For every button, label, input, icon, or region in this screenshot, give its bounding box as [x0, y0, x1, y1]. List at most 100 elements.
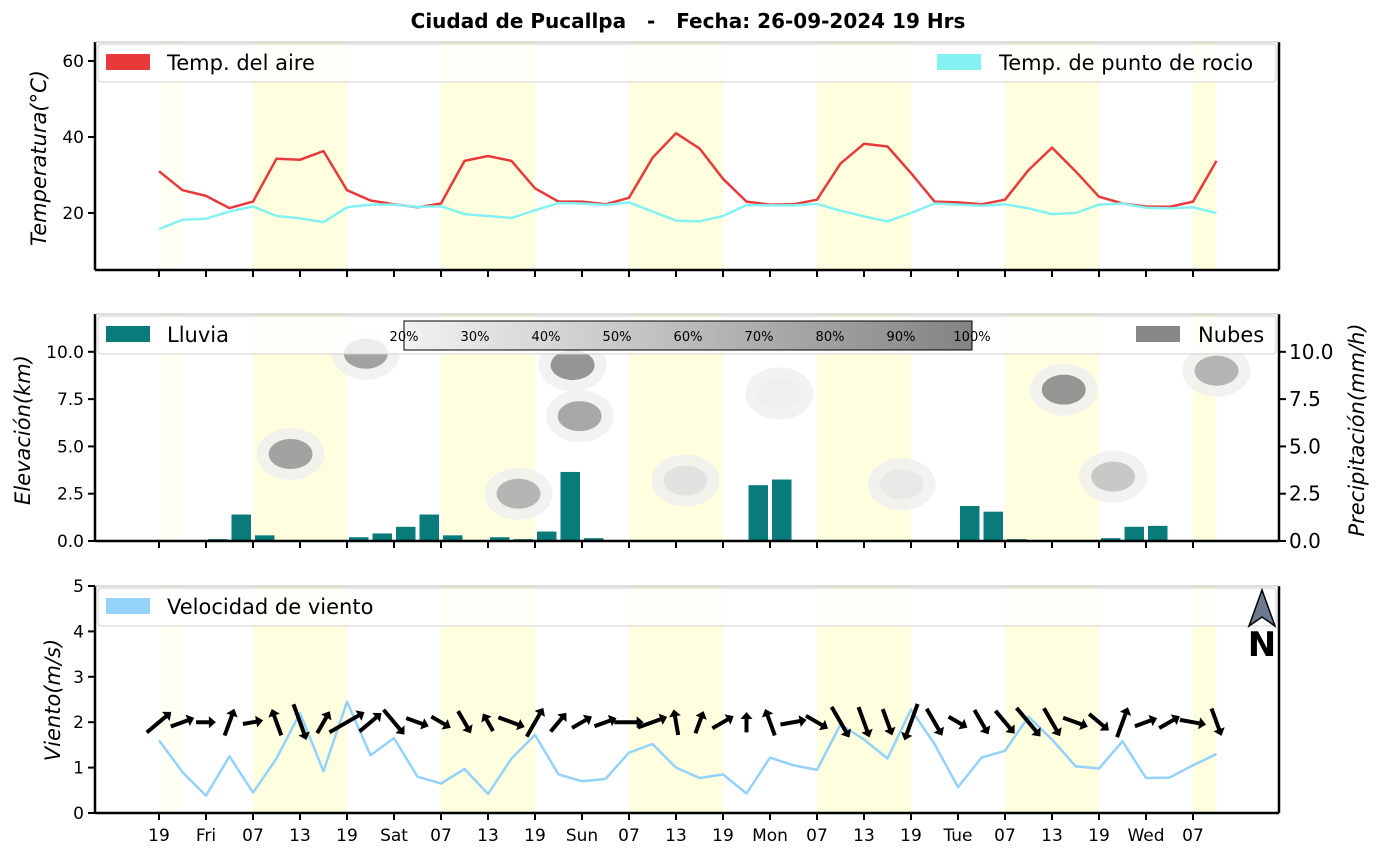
- wind-arrow: [761, 708, 777, 737]
- wind-axis-label: Viento(m/s): [41, 639, 65, 761]
- temperature-legend: Temp. del aire Temp. de punto de rocio: [97, 43, 1277, 83]
- x-tick-label: 07: [430, 826, 452, 846]
- wind-arrow: [1042, 707, 1062, 737]
- x-tick-label: 19: [148, 826, 170, 846]
- cloud-area: [550, 350, 595, 381]
- legend-swatch-wind: [106, 598, 150, 614]
- wind-arrow: [196, 716, 216, 729]
- colorbar-label: 20%: [390, 330, 419, 345]
- north-label: N: [1248, 625, 1276, 665]
- x-tick-label: Tue: [942, 826, 972, 846]
- axes: 0 1 2 3 4 5: [73, 577, 1281, 824]
- wind-arrow: [1209, 707, 1225, 736]
- y-tick-label-right: 2.5: [1289, 482, 1321, 506]
- wind-arrow: [947, 715, 968, 730]
- x-tick-label: Mon: [752, 826, 788, 846]
- x-tick-label: 07: [806, 826, 828, 846]
- wind-arrow: [145, 711, 172, 735]
- y-tick-label: 0: [73, 804, 84, 824]
- rain-bar: [349, 537, 369, 541]
- y-tick-label: 4: [73, 622, 84, 642]
- wind-arrow: [268, 709, 284, 737]
- x-tick-label: 07: [242, 826, 264, 846]
- rain-bar: [1124, 526, 1144, 541]
- rain-bar: [443, 535, 463, 541]
- wind-arrow: [740, 712, 753, 733]
- rain-bar: [372, 533, 392, 541]
- legend-swatch-rain: [106, 326, 150, 342]
- colorbar-ramp: [403, 320, 973, 351]
- x-tick-label: 13: [665, 826, 687, 846]
- y-tick-label-right: 5.0: [1289, 434, 1321, 458]
- temp-air-line: [158, 131, 1218, 210]
- cloud-area: [1194, 355, 1239, 386]
- elevation-axis-label: Elevación(km): [11, 355, 35, 505]
- legend-swatch-temp-air: [106, 54, 150, 70]
- x-tick-label: 19: [900, 826, 922, 846]
- cloud-area: [496, 478, 541, 509]
- wind-arrow: [222, 708, 238, 737]
- wind-arrow: [524, 707, 545, 738]
- y-tick-label: 60: [62, 52, 84, 72]
- y-tick-label-right: 0.0: [1289, 529, 1321, 553]
- x-tick-label: 13: [289, 826, 311, 846]
- wind-arrow: [291, 703, 310, 741]
- wind-arrow: [382, 708, 405, 735]
- legend-label-clouds: Nubes: [1198, 323, 1264, 347]
- x-tick-label: Fri: [196, 826, 216, 846]
- wind-arrow: [170, 714, 195, 729]
- x-tick-label: 07: [994, 826, 1016, 846]
- x-tick-label: 19: [336, 826, 358, 846]
- wind-arrow: [571, 714, 592, 730]
- x-tick-label: Sat: [380, 826, 408, 846]
- wind-arrow: [829, 705, 852, 738]
- wind-arrow: [1115, 707, 1132, 738]
- y-tick-label: 2.5: [57, 485, 84, 505]
- y-tick-label: 40: [62, 128, 84, 148]
- wind-arrow: [711, 714, 734, 731]
- daylight-band: [1193, 42, 1217, 270]
- wind-arrow: [669, 709, 681, 736]
- wind-arrow: [880, 708, 896, 736]
- rain-bar: [419, 514, 439, 541]
- axes: 0.0 2.5 5.0 7.5 10.0 0.0 2.5 5.0 7.5 10.0: [46, 313, 1334, 553]
- x-tick-label: 19: [1088, 826, 1110, 846]
- wind-arrow: [1062, 715, 1088, 730]
- legend-box: [97, 587, 1277, 627]
- cloud-area: [757, 378, 802, 409]
- x-tick-label: 07: [618, 826, 640, 846]
- y-tick-label-right: 10.0: [1289, 340, 1334, 364]
- chart-title: Ciudad de Pucallpa - Fecha: 26-09-2024 1…: [411, 9, 966, 33]
- wind-arrow: [1087, 712, 1109, 731]
- wind-arrow: [1158, 714, 1180, 730]
- rain-bar: [584, 538, 604, 541]
- cloud-area: [879, 469, 924, 500]
- x-tick-label: Wed: [1127, 826, 1164, 846]
- wind-arrow: [693, 711, 707, 735]
- wind-arrow: [614, 716, 644, 729]
- rain-bar: [1148, 525, 1168, 541]
- daylight-band: [159, 314, 183, 541]
- rain-bar: [560, 471, 580, 541]
- legend-label-temp-dew: Temp. de punto de rocio: [998, 51, 1253, 75]
- north-arrow-icon: [1247, 587, 1277, 628]
- rain-bar: [983, 511, 1003, 541]
- x-tick-label: 07: [1182, 826, 1204, 846]
- rain-bar: [772, 479, 792, 541]
- rain-bar: [255, 535, 275, 541]
- legend-label-rain: Lluvia: [167, 323, 229, 347]
- north-arrow: N: [1247, 587, 1277, 665]
- wind-arrow: [1015, 706, 1041, 737]
- rain-bar: [748, 485, 768, 541]
- precipitation-axis-label: Precipitación(mm/h): [1345, 323, 1369, 536]
- wind-arrow: [358, 712, 382, 733]
- rain-bar: [490, 537, 510, 541]
- wind-legend: Velocidad de viento: [97, 587, 1277, 627]
- wind-arrow: [901, 703, 920, 741]
- daylight-band: [159, 586, 183, 813]
- y-tick-label: 20: [62, 204, 84, 224]
- wind-arrow: [328, 710, 365, 735]
- wind-arrow: [593, 714, 617, 729]
- wind-arrow: [780, 715, 807, 728]
